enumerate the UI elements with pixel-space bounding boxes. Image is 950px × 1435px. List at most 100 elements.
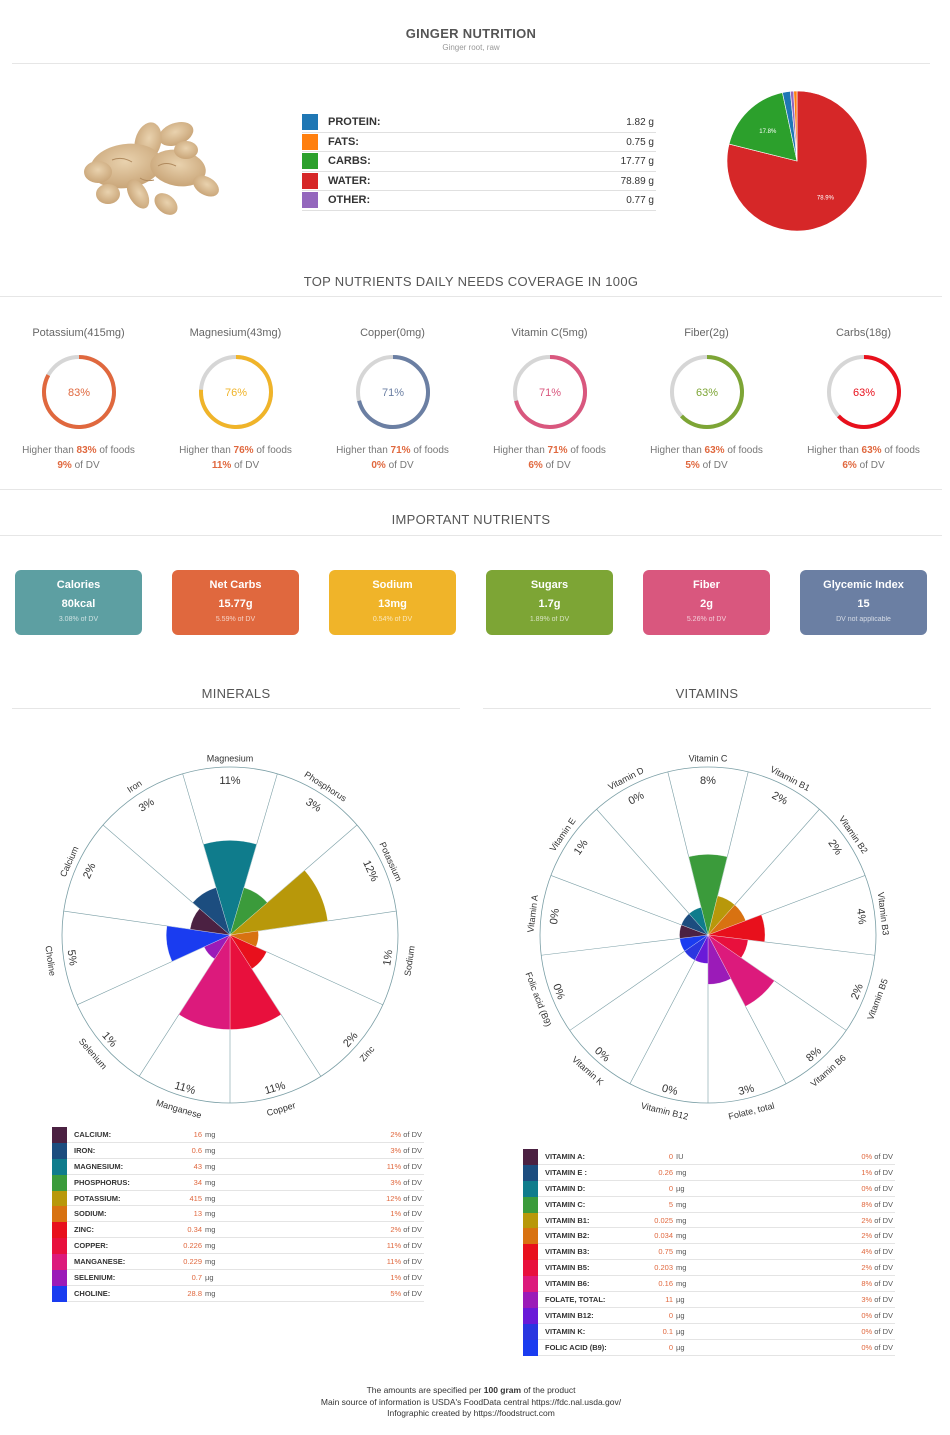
polar-percent-label: 1% — [99, 1030, 119, 1050]
row-dv-suffix: of DV — [872, 1326, 893, 1336]
row-swatch — [52, 1254, 67, 1271]
polar-percent-label: 2% — [341, 1030, 361, 1050]
row-dv-suffix: of DV — [401, 1177, 422, 1187]
row-amount: 5 — [668, 1199, 673, 1209]
polar-wedge-folate-total — [707, 934, 732, 985]
row-dv-suffix: of DV — [401, 1161, 422, 1171]
card-title: Calories — [56, 579, 101, 591]
row-dv-suffix: of DV — [401, 1257, 422, 1267]
row-amount: 0 — [668, 1183, 673, 1193]
row-name: CALCIUM: — [74, 1130, 112, 1139]
row-dv-suffix: of DV — [401, 1130, 422, 1139]
row-swatch — [523, 1149, 538, 1165]
polar-wedge-choline — [166, 925, 231, 962]
macro-row-protein: PROTEIN: 1.82 g — [302, 113, 656, 133]
polar-wedge-vitamin-b3 — [707, 914, 766, 943]
row-name: MAGNESIUM: — [74, 1161, 124, 1171]
card-dv: DV not applicable — [836, 616, 891, 623]
macro-label: PROTEIN: — [328, 116, 381, 128]
table-row: SELENIUM: 0.7 µg 1% of DV — [52, 1270, 424, 1286]
polar-percent-label: 0% — [548, 908, 562, 925]
footer: The amounts are specified per 100 gram o… — [0, 1385, 942, 1420]
row-swatch — [523, 1260, 538, 1277]
card-glycemic-index: Glycemic Index 15 DV not applicable — [800, 570, 927, 635]
polar-category-label: Choline — [43, 945, 57, 977]
important-title: IMPORTANT NUTRIENTS — [391, 512, 551, 527]
row-swatch — [52, 1206, 67, 1223]
polar-percent-label: 1% — [381, 949, 395, 967]
polar-category-label: Calcium — [58, 845, 81, 879]
row-swatch — [523, 1292, 538, 1308]
row-unit: mg — [205, 1177, 216, 1187]
gauge-ring: 63% — [826, 355, 901, 429]
row-dv-suffix: of DV — [872, 1199, 893, 1209]
row-dv-suffix: of DV — [401, 1209, 422, 1219]
row-unit: mg — [676, 1247, 687, 1257]
row-swatch — [523, 1323, 538, 1340]
row-dv: 2% of DV — [861, 1216, 893, 1225]
row-name: ZINC: — [74, 1225, 94, 1235]
polar-category-label: Manganese — [155, 1098, 203, 1121]
gauge-text: of DV — [385, 460, 414, 471]
row-name: VITAMIN K: — [545, 1326, 586, 1336]
row-dv-suffix: of DV — [872, 1279, 893, 1289]
gauge-text: Higher than — [336, 445, 391, 456]
row-name: VITAMIN B12: — [545, 1310, 594, 1320]
card-value: 80kcal — [61, 598, 96, 610]
card-value: 2g — [700, 598, 713, 610]
polar-wedge-iron — [192, 887, 231, 936]
row-swatch — [52, 1285, 67, 1302]
pie-label: 17.8% — [759, 129, 777, 135]
row-dv: 0% of DV — [861, 1327, 893, 1336]
row-dv-suffix: of DV — [872, 1295, 893, 1305]
row-amount: 0.229 — [183, 1257, 202, 1267]
row-dv-suffix: of DV — [872, 1215, 893, 1225]
row-dv-value: 0% — [861, 1310, 873, 1320]
row-amount: 0.1 — [662, 1326, 673, 1336]
polar-category-label: Copper — [266, 1100, 297, 1118]
row-dv-value: 0% — [861, 1326, 873, 1336]
gauge-label: Fiber(2g) — [684, 327, 729, 339]
row-name: POTASSIUM: — [74, 1193, 121, 1203]
row-dv-value: 3% — [390, 1145, 402, 1155]
row-unit: µg — [676, 1342, 685, 1352]
row-unit: mg — [676, 1263, 687, 1273]
row-dv-suffix: of DV — [872, 1342, 893, 1352]
footer-line-3: Infographic created by https://foodstruc… — [387, 1408, 555, 1418]
table-row: CHOLINE: 28.8 mg 5% of DV — [52, 1285, 424, 1302]
gauge-foods: Higher than 63% of foods 5% of DV — [628, 443, 785, 473]
row-amount: 28.8 — [187, 1288, 202, 1298]
row-swatch — [52, 1174, 67, 1191]
row-name: IRON: — [74, 1145, 96, 1155]
table-row: VITAMIN B3: 0.75 mg 4% of DV — [523, 1244, 895, 1261]
row-dv-suffix: of DV — [401, 1145, 422, 1155]
footer-line-2: Main source of information is USDA's Foo… — [320, 1396, 622, 1407]
row-amount: 0.226 — [183, 1241, 202, 1251]
gauge-text: of foods — [253, 445, 292, 456]
polar-percent-label: 8% — [804, 1045, 824, 1065]
polar-percent-label: 2% — [825, 838, 844, 858]
gauge-text: Higher than — [179, 445, 234, 456]
minerals-table: CALCIUM: 16 mg 2% of DV IRON: 0.6 mg 3% of DV MA… — [52, 1127, 424, 1302]
macro-label: OTHER: — [328, 194, 371, 206]
polar-percent-label: 8% — [700, 775, 716, 787]
gauge-foods: Higher than 76% of foods 11% of DV — [157, 443, 314, 473]
card-value: 15.77g — [218, 598, 253, 610]
gauge-dv-value: 5% — [685, 460, 700, 471]
row-amount: 0 — [668, 1342, 673, 1352]
gauge-percent: 83% — [67, 387, 89, 399]
polar-category-label: Vitamin B3 — [876, 892, 891, 936]
row-dv-value: 8% — [861, 1279, 873, 1289]
row-unit: mg — [205, 1145, 216, 1155]
gauge-dv-value: 0% — [371, 460, 386, 471]
macro-value: 17.77 g — [620, 156, 654, 167]
coverage-divider — [0, 296, 942, 297]
table-row: VITAMIN B1: 0.025 mg 2% of DV — [523, 1212, 895, 1229]
row-name: VITAMIN B3: — [545, 1247, 590, 1257]
row-amount: 43 — [193, 1161, 202, 1171]
row-amount: 0.26 — [658, 1167, 673, 1177]
row-amount: 0.6 — [191, 1145, 202, 1155]
row-unit: mg — [676, 1279, 687, 1289]
gauge-dv-value: 11% — [211, 460, 232, 471]
